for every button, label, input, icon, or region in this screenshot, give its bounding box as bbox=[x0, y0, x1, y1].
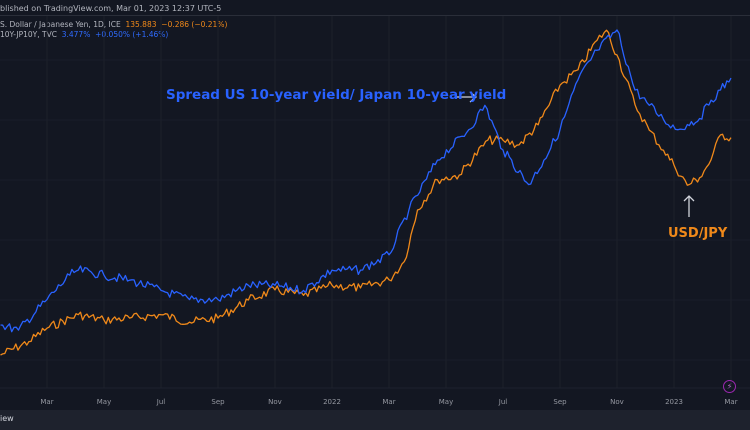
chart-plot[interactable] bbox=[0, 0, 750, 410]
legend-usdjpy-name: S. Dollar / Japanese Yen, 1D, ICE bbox=[0, 20, 121, 29]
legend-spread-price: 3.477% bbox=[61, 30, 91, 39]
header-divider bbox=[0, 15, 750, 16]
legend-usdjpy-change: −0.286 (−0.21%) bbox=[161, 20, 228, 29]
usdjpy-annotation: USD/JPY bbox=[668, 226, 728, 241]
x-tick-label: Sep bbox=[553, 398, 567, 406]
lightning-icon[interactable]: ⚡ bbox=[723, 380, 736, 393]
x-tick-label: May bbox=[96, 398, 112, 406]
published-note: blished on TradingView.com, Mar 01, 2023… bbox=[0, 4, 222, 13]
spread-line[interactable] bbox=[0, 29, 732, 333]
footer-bar: iew bbox=[0, 410, 750, 430]
legend-spread-change: +0.050% (+1.46%) bbox=[95, 30, 169, 39]
legend-spread-name: 10Y-JP10Y, TVC bbox=[0, 30, 57, 39]
legend-spread[interactable]: 10Y-JP10Y, TVC 3.477% +0.050% (+1.46%) bbox=[0, 30, 168, 39]
x-tick-label: Jul bbox=[156, 398, 166, 406]
x-tick-label: Jul bbox=[498, 398, 508, 406]
spread-arrow-head bbox=[469, 91, 478, 103]
legend-usdjpy-price: 135.883 bbox=[125, 20, 157, 29]
x-tick-label: 2022 bbox=[323, 398, 341, 406]
x-tick-label: May bbox=[438, 398, 454, 406]
legend-usdjpy[interactable]: S. Dollar / Japanese Yen, 1D, ICE 135.88… bbox=[0, 20, 227, 29]
x-tick-label: Mar bbox=[382, 398, 396, 406]
usdjpy-arrow-head bbox=[683, 195, 695, 202]
x-tick-label: Nov bbox=[610, 398, 624, 406]
x-tick-label: Mar bbox=[40, 398, 54, 406]
x-tick-label: Mar bbox=[724, 398, 738, 406]
footer-label: iew bbox=[0, 414, 14, 423]
spread-annotation: Spread US 10-year yield/ Japan 10-year y… bbox=[166, 87, 507, 103]
x-tick-label: Sep bbox=[211, 398, 225, 406]
x-tick-label: 2023 bbox=[665, 398, 683, 406]
usdjpy-line[interactable] bbox=[0, 29, 732, 356]
x-tick-label: Nov bbox=[268, 398, 282, 406]
